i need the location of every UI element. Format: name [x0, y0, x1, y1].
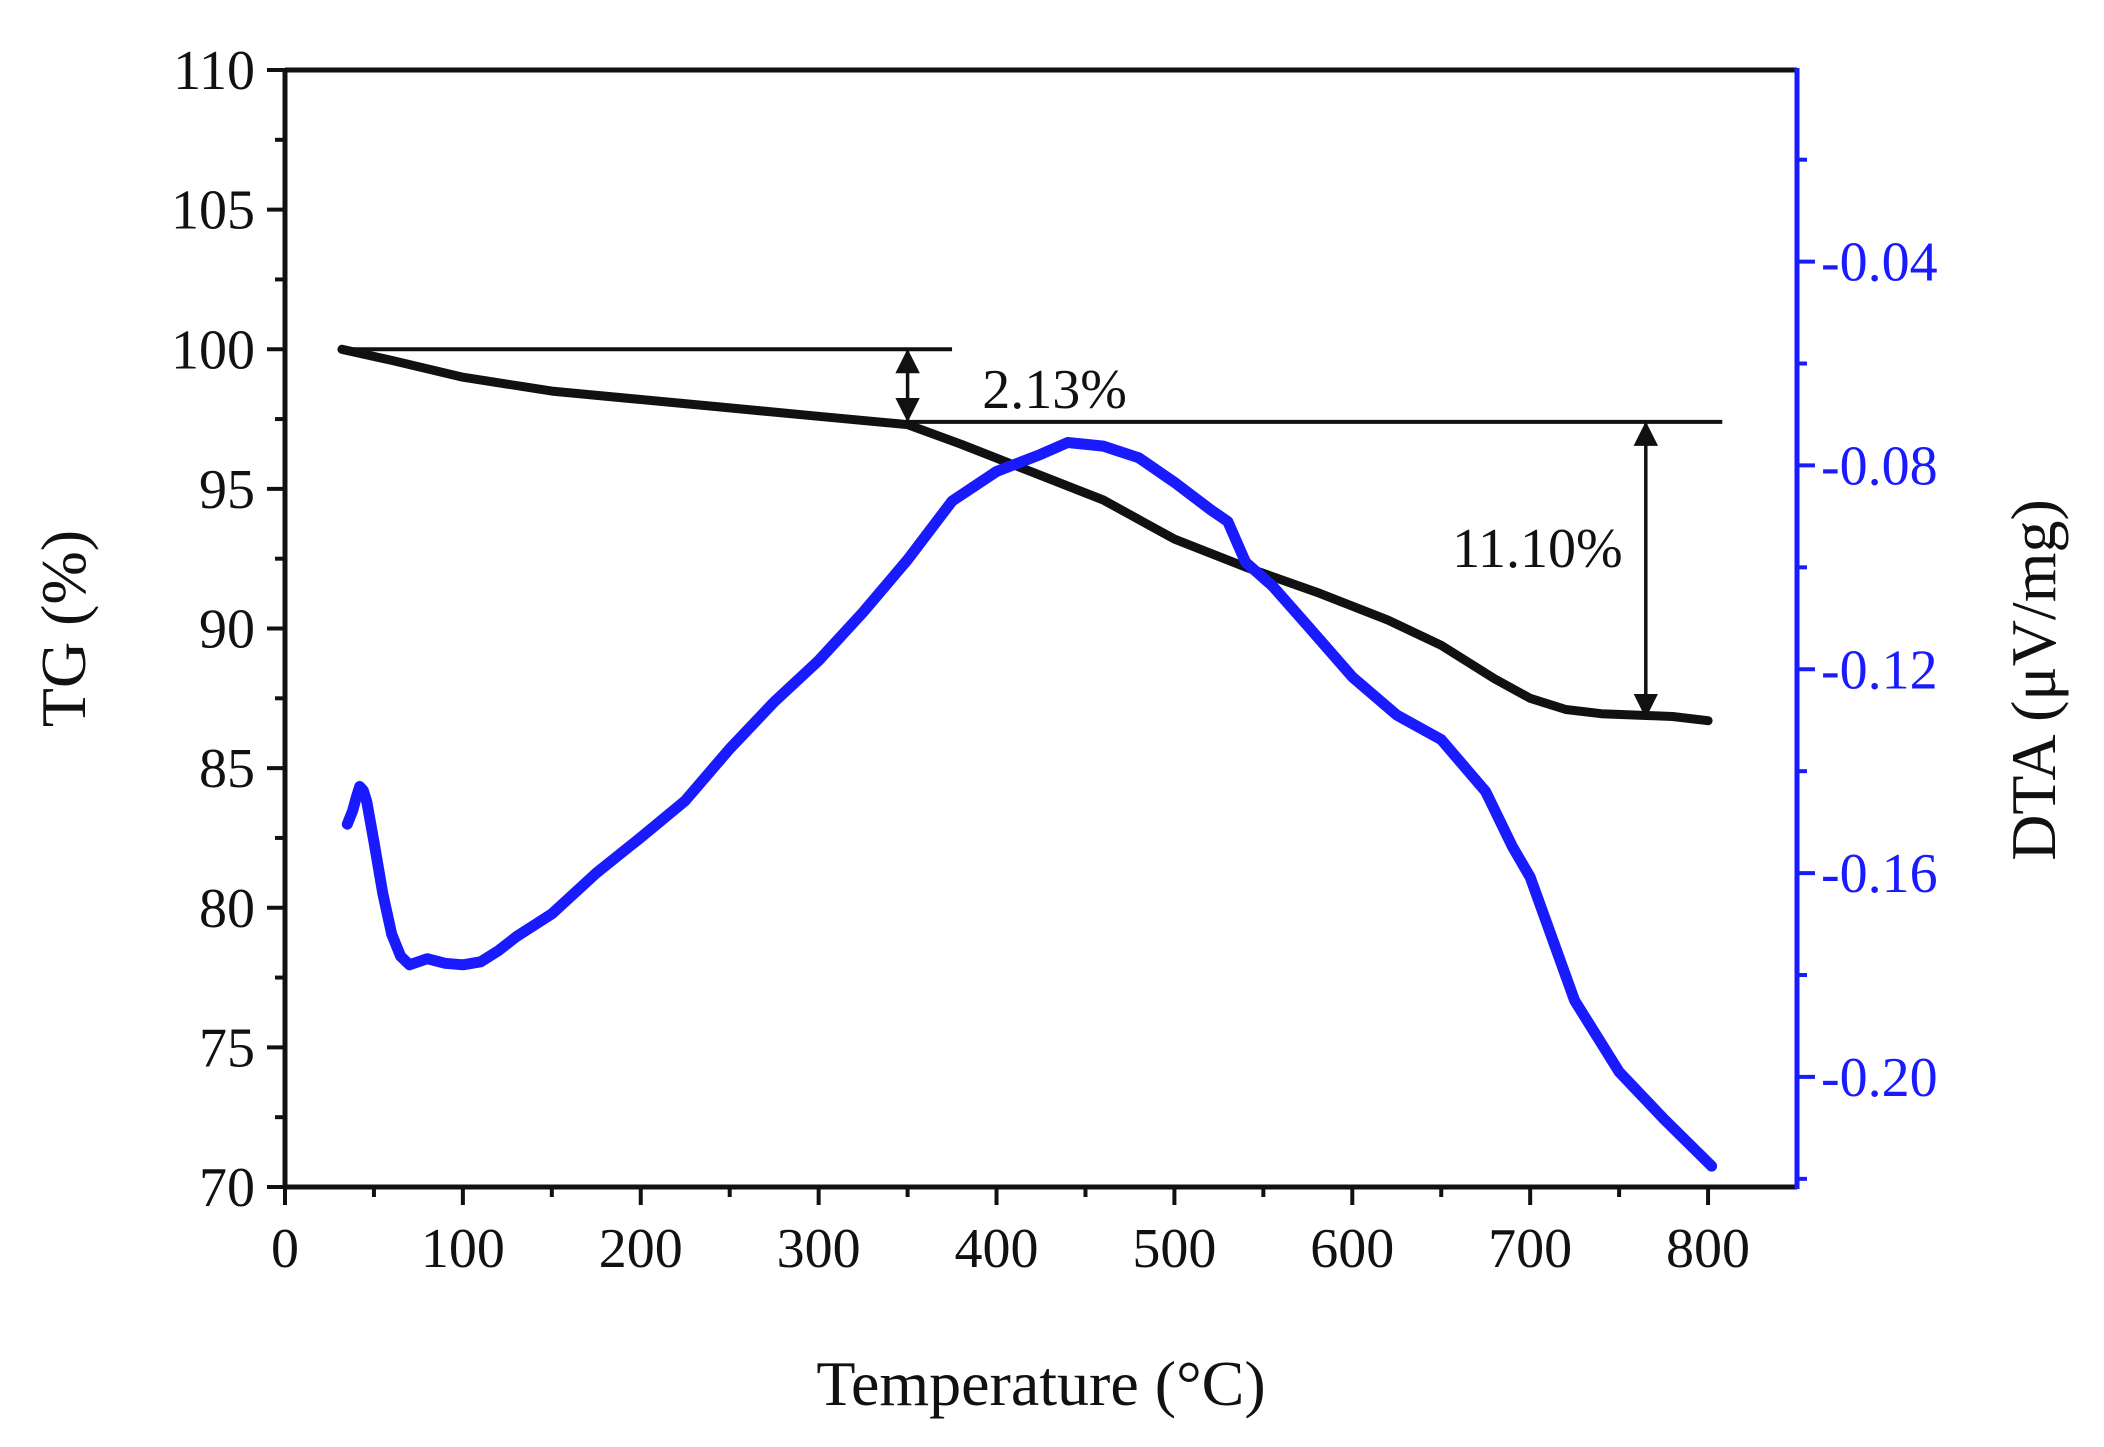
y-left-tick-label: 70 — [199, 1157, 255, 1219]
y-right-axis-title: DTA (μV/mg) — [1998, 499, 2069, 861]
y-left-tick-label: 105 — [171, 180, 255, 242]
y-left-tick-label: 80 — [199, 878, 255, 940]
x-tick-label: 500 — [1132, 1218, 1216, 1280]
y-right-tick-label: -0.08 — [1821, 435, 1938, 497]
x-tick-label: 800 — [1666, 1218, 1750, 1280]
y-left-axis-title: TG (%) — [28, 530, 99, 727]
y-left-tick-label: 75 — [199, 1017, 255, 1079]
y-left-tick-label: 90 — [199, 599, 255, 661]
x-tick-label: 300 — [777, 1218, 861, 1280]
x-tick-label: 200 — [599, 1218, 683, 1280]
x-tick-label: 400 — [955, 1218, 1039, 1280]
y-left-tick-label: 95 — [199, 459, 255, 521]
y-left-tick-label: 110 — [173, 40, 255, 102]
x-axis-title: Temperature (°C) — [816, 1348, 1265, 1419]
series-layer — [337, 344, 1718, 1172]
axes-layer — [282, 67, 1800, 1190]
annotation-label-tg-step-1: 2.13% — [982, 359, 1127, 421]
annotation-label-tg-step-2: 11.10% — [1452, 518, 1623, 580]
ticks-layer: 0 100 200 300 400 500 600 700 800 70 75 80 85 90 95 100… — [171, 40, 1938, 1280]
y-left-tick-label: 100 — [171, 319, 255, 381]
x-tick-label: 0 — [271, 1218, 299, 1280]
y-right-tick-label: -0.16 — [1821, 843, 1938, 905]
x-tick-label: 100 — [421, 1218, 505, 1280]
annotation-lines — [341, 347, 1723, 719]
y-right-tick-label: -0.20 — [1821, 1047, 1938, 1109]
tg-series-line — [337, 344, 1713, 726]
y-left-tick-label: 85 — [199, 738, 255, 800]
dta-series-line — [341, 437, 1718, 1172]
y-right-tick-label: -0.12 — [1821, 639, 1938, 701]
x-tick-label: 700 — [1488, 1218, 1572, 1280]
x-tick-label: 600 — [1310, 1218, 1394, 1280]
y-right-tick-label: -0.04 — [1821, 232, 1938, 294]
